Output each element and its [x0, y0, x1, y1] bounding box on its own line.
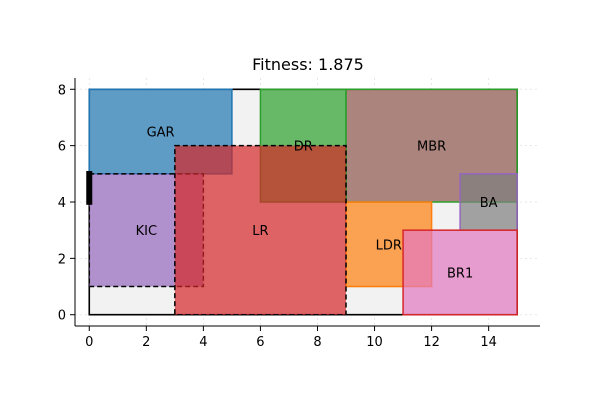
x-tick-label: 4 — [199, 335, 207, 350]
y-tick-label: 6 — [58, 140, 66, 155]
x-tick-label: 8 — [313, 335, 321, 350]
room-br1 — [402, 229, 518, 316]
rooms — [86, 88, 518, 316]
room-label-dr: DR — [294, 140, 313, 155]
x-tick-label: 12 — [423, 335, 440, 350]
room-labels: GAR DR MBR LDR BA BR1 KIC LR — [136, 126, 498, 282]
y-tick-label: 2 — [58, 252, 66, 267]
chart-title: Fitness: 1.875 — [252, 55, 364, 74]
room-label-kic: KIC — [136, 224, 157, 239]
room-label-mbr: MBR — [417, 140, 446, 155]
y-tick-label: 8 — [58, 83, 66, 98]
room-label-ldr: LDR — [376, 238, 402, 253]
x-tick-label: 2 — [142, 335, 150, 350]
x-tick-label: 0 — [85, 335, 93, 350]
x-tick-label: 14 — [480, 335, 497, 350]
y-tick-label: 4 — [58, 196, 66, 211]
room-label-ba: BA — [480, 196, 498, 211]
entrance-marker — [86, 171, 93, 205]
room-ba — [459, 173, 518, 231]
x-tick-label: 10 — [366, 335, 383, 350]
y-tick-label: 0 — [58, 309, 66, 324]
room-label-gar: GAR — [147, 126, 175, 141]
x-tick-label: 6 — [256, 335, 264, 350]
room-lr — [174, 144, 347, 316]
room-label-br1: BR1 — [447, 266, 473, 281]
room-label-lr: LR — [252, 224, 268, 239]
axes: 0 2 4 6 8 10 12 14 0 2 4 6 8 — [58, 78, 540, 350]
